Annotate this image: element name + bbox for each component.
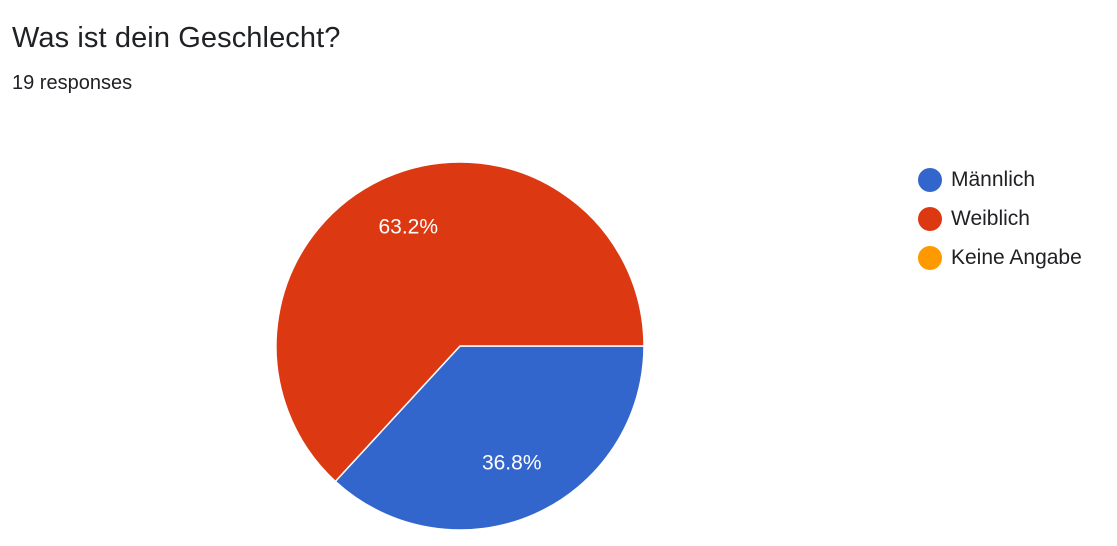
legend-item[interactable]: Keine Angabe — [918, 238, 1082, 277]
legend-label: Keine Angabe — [951, 245, 1082, 269]
legend-swatch-icon — [918, 206, 942, 231]
slice-percent-label: 63.2% — [378, 216, 438, 239]
pie-slice-weiblich[interactable] — [275, 161, 645, 483]
legend-item[interactable]: Weiblich — [918, 199, 1082, 238]
legend-swatch-icon — [918, 167, 942, 192]
slice-percent-label: 36.8% — [482, 451, 542, 474]
chart-title: Was ist dein Geschlecht? — [12, 22, 341, 54]
chart-legend: Männlich Weiblich Keine Angabe — [918, 160, 1082, 277]
legend-item[interactable]: Männlich — [918, 160, 1082, 199]
pie-slice-männlich[interactable] — [334, 345, 645, 531]
legend-label: Männlich — [951, 167, 1036, 191]
response-count: 19 responses — [12, 72, 133, 94]
legend-swatch-icon — [918, 245, 942, 270]
legend-label: Weiblich — [951, 206, 1030, 230]
